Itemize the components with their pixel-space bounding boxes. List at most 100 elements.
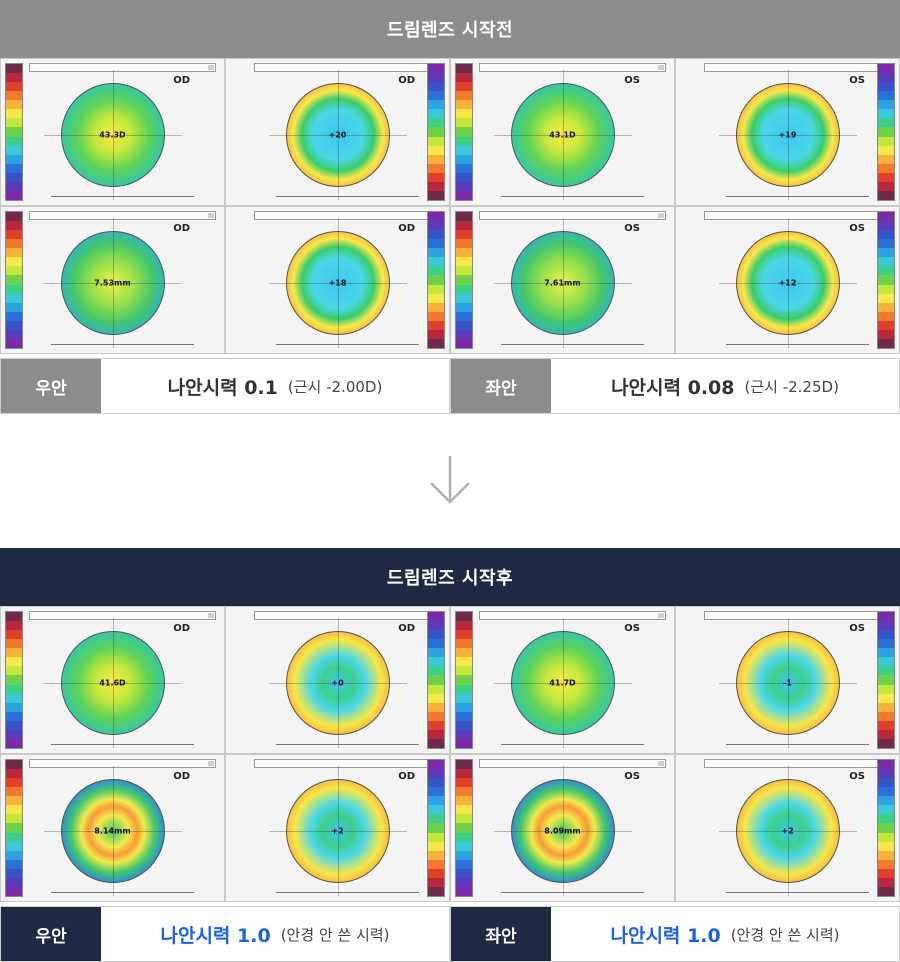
before-topography-grid: OD 43.3D OD +20 OS 43.1D OS +19 OD 7.53mm OD +… xyxy=(0,58,900,354)
eye-label: OD xyxy=(173,623,190,634)
center-value: 7.53mm xyxy=(94,278,131,288)
vision-note: (안경 안 쓴 시력) xyxy=(280,925,390,944)
center-value: 43.1D xyxy=(549,130,576,140)
center-value: +0 xyxy=(331,678,344,688)
topography-panel: OS 41.7D xyxy=(450,606,675,754)
axis-scale xyxy=(501,744,644,750)
before-vision-results: 우안 나안시력 0.1 (근시 -2.00D) 좌안 나안시력 0.08 (근시… xyxy=(0,358,900,414)
eye-label: OS xyxy=(624,771,640,782)
color-scale xyxy=(5,759,23,897)
map-title-field xyxy=(479,63,666,72)
left-eye-result: 좌안 나안시력 0.08 (근시 -2.25D) xyxy=(450,358,900,414)
color-scale xyxy=(5,63,23,201)
left-eye-tag: 좌안 xyxy=(451,907,551,961)
topography-panel: OS +12 xyxy=(675,206,900,354)
topography-panel: OD 41.6D xyxy=(0,606,225,754)
eye-label: OD xyxy=(173,771,190,782)
corneal-map: -1 xyxy=(718,617,857,748)
map-title-field xyxy=(479,759,666,768)
center-value: 41.6D xyxy=(99,678,126,688)
before-section-title: 드림렌즈 시작전 xyxy=(0,0,900,58)
axis-scale xyxy=(51,344,194,350)
eye-label: OD xyxy=(173,223,190,234)
corneal-map: +2 xyxy=(268,765,407,896)
eye-label: OS xyxy=(624,223,640,234)
topography-panel: OD +0 xyxy=(225,606,450,754)
right-eye-tag: 우안 xyxy=(1,907,101,961)
map-title-field xyxy=(704,211,891,220)
color-scale xyxy=(877,611,895,749)
axis-scale xyxy=(726,892,869,898)
center-value: +19 xyxy=(778,130,797,140)
eye-label: OD xyxy=(398,623,415,634)
map-title-field xyxy=(479,611,666,620)
after-topography-grid: OD 41.6D OD +0 OS 41.7D OS -1 OD 8.14mm OD +2 … xyxy=(0,606,900,902)
after-section-title: 드림렌즈 시작후 xyxy=(0,548,900,606)
after-vision-results: 우안 나안시력 1.0 (안경 안 쓴 시력) 좌안 나안시력 1.0 (안경 … xyxy=(0,906,900,962)
topography-panel: OD +2 xyxy=(225,754,450,902)
topography-panel: OS 7.61mm xyxy=(450,206,675,354)
eye-label: OD xyxy=(173,75,190,86)
center-value: +20 xyxy=(328,130,347,140)
map-title-field xyxy=(704,611,891,620)
right-eye-result: 우안 나안시력 0.1 (근시 -2.00D) xyxy=(0,358,450,414)
color-scale xyxy=(455,759,473,897)
vision-value: 나안시력 0.1 xyxy=(167,376,278,399)
center-value: 43.3D xyxy=(99,130,126,140)
map-title-field xyxy=(254,211,441,220)
arrow-down-icon xyxy=(425,452,475,508)
vision-value: 나안시력 1.0 xyxy=(610,924,721,947)
right-eye-tag: 우안 xyxy=(1,359,101,413)
color-scale xyxy=(455,611,473,749)
map-title-field xyxy=(254,611,441,620)
eye-label: OS xyxy=(849,771,865,782)
color-scale xyxy=(877,63,895,201)
eye-label: OS xyxy=(624,623,640,634)
right-eye-result: 우안 나안시력 1.0 (안경 안 쓴 시력) xyxy=(0,906,450,962)
map-title-field xyxy=(254,63,441,72)
corneal-map: +19 xyxy=(718,69,857,200)
corneal-map: +20 xyxy=(268,69,407,200)
color-scale xyxy=(877,759,895,897)
map-title-field xyxy=(29,211,216,220)
color-scale xyxy=(427,759,445,897)
corneal-map: 41.7D xyxy=(493,617,632,748)
vision-note: (근시 -2.25D) xyxy=(744,377,839,396)
color-scale xyxy=(427,211,445,349)
topography-panel: OS 43.1D xyxy=(450,58,675,206)
corneal-map: 7.53mm xyxy=(43,217,182,348)
left-eye-tag: 좌안 xyxy=(451,359,551,413)
center-value: 8.14mm xyxy=(94,826,131,836)
axis-scale xyxy=(501,892,644,898)
axis-scale xyxy=(276,196,419,202)
vision-value: 나안시력 1.0 xyxy=(160,924,271,947)
topography-panel: OD 7.53mm xyxy=(0,206,225,354)
eye-label: OS xyxy=(624,75,640,86)
vision-note: (안경 안 쓴 시력) xyxy=(730,925,840,944)
map-title-field xyxy=(254,759,441,768)
topography-panel: OD 8.14mm xyxy=(0,754,225,902)
axis-scale xyxy=(276,744,419,750)
topography-panel: OS 8.09mm xyxy=(450,754,675,902)
eye-label: OD xyxy=(398,223,415,234)
corneal-map: 8.09mm xyxy=(493,765,632,896)
right-eye-value: 나안시력 0.1 (근시 -2.00D) xyxy=(101,359,449,413)
topography-panel: OS -1 xyxy=(675,606,900,754)
topography-panel: OD +18 xyxy=(225,206,450,354)
eye-label: OD xyxy=(398,771,415,782)
left-eye-result: 좌안 나안시력 1.0 (안경 안 쓴 시력) xyxy=(450,906,900,962)
eye-label: OD xyxy=(398,75,415,86)
color-scale xyxy=(455,211,473,349)
axis-scale xyxy=(51,744,194,750)
corneal-map: +2 xyxy=(718,765,857,896)
eye-label: OS xyxy=(849,75,865,86)
corneal-map: 41.6D xyxy=(43,617,182,748)
center-value: 8.09mm xyxy=(544,826,581,836)
axis-scale xyxy=(276,344,419,350)
axis-scale xyxy=(501,344,644,350)
corneal-map: +0 xyxy=(268,617,407,748)
center-value: -1 xyxy=(783,678,792,688)
right-eye-value: 나안시력 1.0 (안경 안 쓴 시력) xyxy=(101,907,449,961)
map-title-field xyxy=(29,63,216,72)
left-eye-value: 나안시력 0.08 (근시 -2.25D) xyxy=(551,359,899,413)
